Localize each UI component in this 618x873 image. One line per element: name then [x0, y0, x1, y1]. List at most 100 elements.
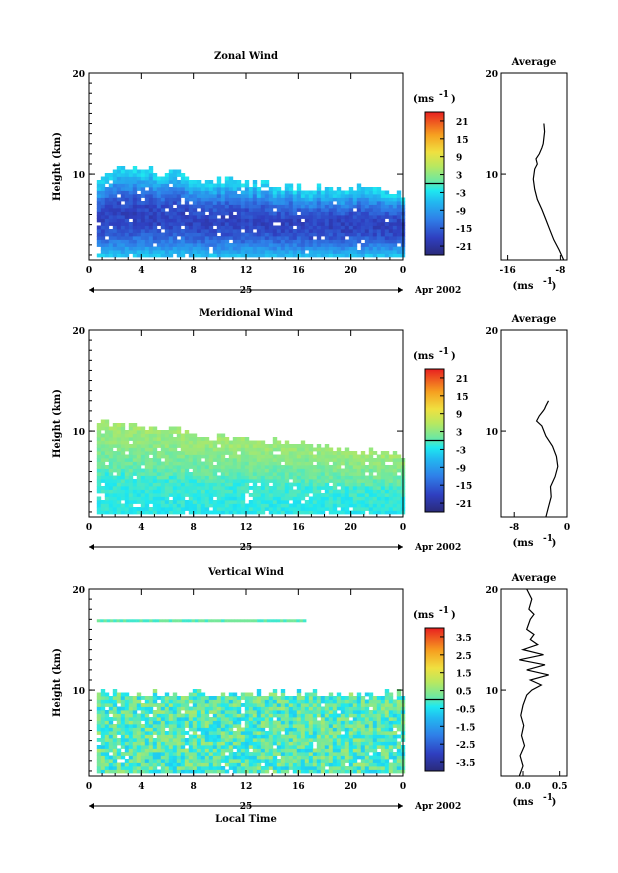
heatmap-cell [348, 472, 354, 476]
heatmap-cell [392, 229, 398, 233]
heatmap-cell [116, 510, 122, 515]
heatmap-cell [348, 748, 354, 753]
heatmap-cell [256, 486, 262, 490]
heatmap-cell [104, 232, 110, 237]
heatmap-cell [196, 437, 202, 441]
heatmap-cell [236, 706, 242, 711]
heatmap-cell [152, 468, 158, 473]
heatmap-cell [240, 766, 246, 770]
heatmap-cell [296, 500, 302, 504]
heatmap-cell [140, 510, 146, 515]
heatmap-cell [308, 222, 314, 226]
heatmap-cell [104, 692, 110, 697]
heatmap-cell [240, 482, 246, 487]
heatmap-cell [312, 720, 318, 725]
heatmap-cell [356, 706, 362, 711]
heatmap-cell [316, 745, 322, 749]
heatmap-cell [212, 500, 218, 504]
heatmap-cell [132, 510, 138, 515]
heatmap-cell [208, 222, 214, 226]
heatmap-cell [176, 720, 182, 725]
heatmap-cell [112, 496, 118, 501]
heatmap-cell [308, 458, 314, 462]
heatmap-cell [172, 738, 178, 742]
heatmap-cell [120, 692, 126, 697]
heatmap-cell [264, 482, 270, 487]
heatmap-cell [260, 225, 266, 230]
heatmap-cell [300, 454, 306, 459]
heatmap-cell [272, 734, 278, 739]
heatmap-cell [248, 447, 254, 452]
heatmap-cell [164, 762, 170, 767]
heatmap-cell [348, 734, 354, 739]
heatmap-cell [228, 447, 234, 452]
heatmap-cell [144, 755, 150, 760]
heatmap-cell [352, 731, 358, 735]
heatmap-cell [344, 225, 350, 230]
heatmap-cell [96, 699, 102, 704]
heatmap-cell [132, 433, 138, 438]
heatmap-cell [196, 706, 202, 711]
heatmap-cell [292, 208, 298, 212]
heatmap-cell [364, 507, 370, 511]
heatmap-cell [200, 236, 206, 240]
heatmap-cell [264, 475, 270, 480]
heatmap-cell [324, 197, 330, 202]
heatmap-cell [116, 447, 122, 452]
date-bar-arrow-left [89, 544, 94, 550]
heatmap-cell [112, 465, 118, 469]
heatmap-cell [296, 738, 302, 742]
heatmap-cell [204, 215, 210, 219]
heatmap-cell [188, 180, 194, 184]
heatmap-cell [300, 250, 306, 254]
heatmap-cell [168, 451, 174, 455]
heatmap-cell [360, 489, 366, 494]
heatmap-cell [320, 451, 326, 455]
heatmap-cell [232, 187, 238, 191]
heatmap-cell [200, 692, 206, 697]
y-tick-label: 20 [72, 327, 85, 337]
heatmap-cell [308, 692, 314, 697]
heatmap-cell [312, 208, 318, 212]
heatmap-cell [252, 475, 258, 480]
heatmap-cell [344, 713, 350, 718]
heatmap-cell [368, 458, 374, 462]
heatmap-cell [248, 243, 254, 247]
heatmap-cell [144, 222, 150, 226]
heatmap-cell [164, 472, 170, 476]
heatmap-cell [168, 479, 174, 483]
heatmap-cell [132, 724, 138, 728]
heatmap-cell [216, 468, 222, 473]
heatmap-cell [368, 218, 374, 223]
heatmap-cell [120, 250, 126, 254]
heatmap-cell [248, 458, 254, 462]
heatmap-cell [164, 745, 170, 749]
heatmap-cell [372, 503, 378, 508]
heatmap-cell [216, 731, 222, 735]
heatmap-cell [344, 451, 350, 455]
heatmap-cell [196, 458, 202, 462]
heatmap-cell [208, 496, 214, 501]
heatmap-cell [280, 236, 286, 240]
heatmap-cell [348, 493, 354, 497]
heatmap-cell [244, 444, 250, 448]
heatmap-cell [160, 211, 166, 216]
heatmap-cell [252, 720, 258, 725]
heatmap-cell [164, 738, 170, 742]
heatmap-cell [308, 447, 314, 452]
heatmap-cell [244, 201, 250, 205]
heatmap-cell [224, 489, 230, 494]
heatmap-cell [320, 766, 326, 770]
heatmap-cell [344, 465, 350, 469]
heatmap-cell [192, 208, 198, 212]
heatmap-cell [324, 734, 330, 739]
heatmap-cell [264, 703, 270, 707]
heatmap-cell [124, 748, 130, 753]
heatmap-cell [104, 187, 110, 191]
heatmap-cell [148, 218, 154, 223]
heatmap-cell [240, 741, 246, 746]
heatmap-cell [120, 187, 126, 191]
heatmap-cell [288, 507, 294, 511]
heatmap-cell [212, 232, 218, 237]
heatmap-cell [184, 246, 190, 251]
